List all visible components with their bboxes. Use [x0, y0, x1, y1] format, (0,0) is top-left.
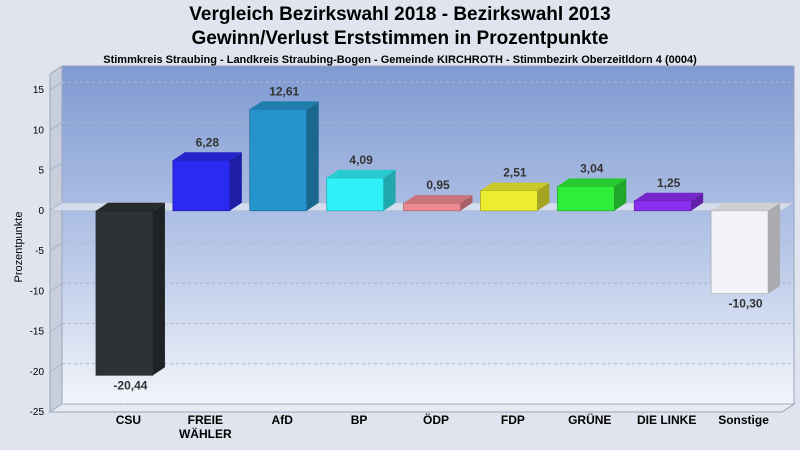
bar-front: [249, 109, 308, 212]
y-tick-label: 5: [38, 166, 44, 177]
chart-title: Vergleich Bezirkswahl 2018 - Bezirkswahl…: [189, 4, 611, 25]
bar-side: [229, 152, 242, 211]
plot-floor: [48, 403, 796, 413]
category-label: GRÜNE: [568, 412, 611, 427]
category-label: FREIE: [188, 413, 223, 427]
category-label: FDP: [501, 413, 525, 427]
bar-side: [460, 195, 473, 211]
data-label: 2,51: [503, 166, 527, 180]
category-label: CSU: [116, 413, 141, 427]
gridline-side: [49, 242, 63, 252]
bar-top: [326, 169, 396, 178]
gridline-side: [49, 121, 63, 131]
chart-subtitle: Stimmkreis Straubing - Landkreis Straubi…: [103, 54, 697, 66]
y-tick-label: -15: [30, 327, 45, 338]
bar-front: [480, 190, 538, 212]
bar-front: [633, 200, 692, 212]
y-tick-label: -25: [30, 407, 45, 418]
category-label: ÖDP: [423, 412, 449, 427]
y-tick-label: 0: [38, 206, 44, 217]
bar-front: [556, 186, 615, 212]
category-label: DIE LINKE: [637, 413, 696, 427]
gridline-side: [49, 403, 63, 413]
data-label: 3,04: [580, 161, 604, 175]
plot-side-wall: [49, 65, 63, 413]
data-label: 4,09: [349, 153, 373, 167]
gridline-side: [49, 282, 63, 292]
gridline-side: [49, 363, 63, 373]
category-label: BP: [351, 413, 368, 427]
bar-side: [691, 192, 704, 211]
bar-top: [249, 101, 319, 110]
y-tick-label: -10: [30, 286, 45, 297]
data-label: -20,44: [113, 378, 147, 392]
bar-front: [710, 210, 769, 294]
gridline-side: [49, 162, 63, 171]
plot-back-wall: [61, 65, 795, 405]
bar-front: [95, 210, 154, 376]
bar-top: [95, 202, 165, 211]
y-tick-label: -5: [35, 246, 44, 257]
bar-front: [403, 202, 461, 212]
category-label: AfD: [272, 413, 294, 427]
category-label: WÄHLER: [179, 426, 232, 441]
bar-top: [634, 192, 704, 201]
data-label: 6,28: [196, 135, 220, 149]
y-axis-label: Prozentpunkte: [13, 212, 25, 283]
chart-title-2: Gewinn/Verlust Erststimmen in Prozentpun…: [191, 28, 609, 49]
bar-side: [306, 101, 319, 211]
data-label: -10,30: [729, 297, 763, 311]
bar-side: [537, 182, 550, 211]
y-tick-label: -20: [30, 367, 45, 378]
data-label: 1,25: [657, 176, 681, 190]
bar-top: [480, 182, 550, 191]
bar-top: [172, 152, 242, 161]
bar-top: [403, 195, 473, 204]
y-tick-label: 15: [33, 85, 45, 96]
bar-side: [768, 202, 781, 294]
bar-side: [152, 202, 165, 376]
y-tick-label: 10: [33, 125, 45, 136]
category-label: Sonstige: [718, 413, 769, 427]
gridline-side: [49, 81, 63, 91]
bar-front: [326, 177, 384, 212]
bar-front: [172, 159, 231, 212]
gridline-side: [49, 323, 63, 332]
bar-top: [711, 202, 781, 211]
data-label: 0,95: [426, 178, 450, 192]
bar-side: [614, 178, 627, 211]
bar-top: [557, 178, 627, 187]
data-label: 12,61: [269, 84, 299, 98]
bar-side: [383, 169, 396, 211]
